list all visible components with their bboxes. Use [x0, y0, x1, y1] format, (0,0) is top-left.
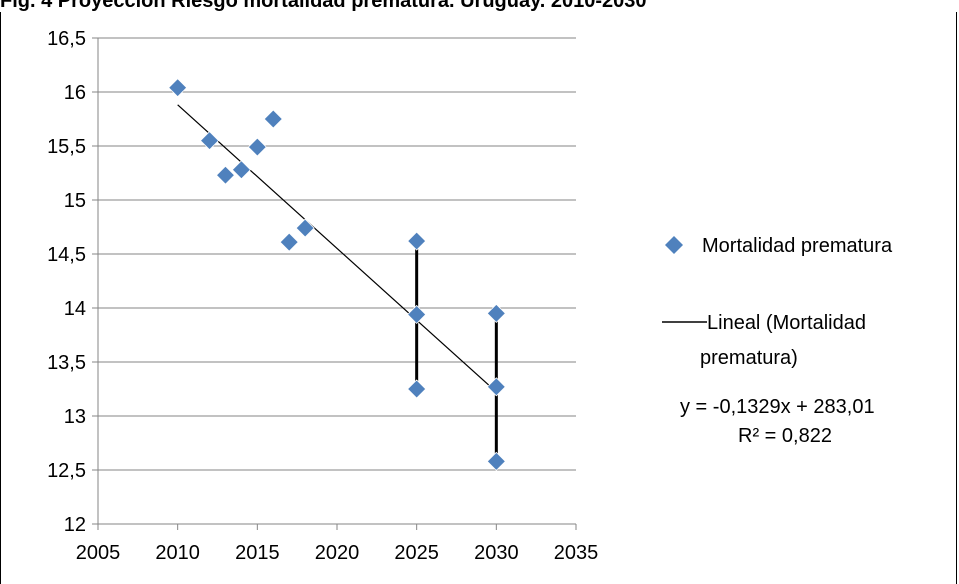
data-point-marker: [263, 109, 283, 129]
trendline-layer: [177, 104, 497, 393]
trendline: [177, 104, 497, 393]
y-tick-label: 12: [64, 514, 86, 536]
data-point-marker: [407, 304, 427, 325]
x-tick-label: 2020: [315, 542, 360, 564]
x-tick-label: 2010: [155, 542, 200, 564]
legend-marker-diamond: [665, 236, 683, 254]
axes: 12 12,5 13 13,5 14 14,5 15 15,5 16 16,5 2005 2010 20…: [47, 28, 598, 564]
data-point-marker: [215, 165, 236, 185]
grid: [98, 37, 576, 471]
legend-label-trend-line2: prematura): [700, 347, 798, 369]
data-point-marker: [407, 379, 427, 399]
y-tick-label: 13: [64, 406, 86, 428]
x-tick-label: 2025: [394, 542, 439, 564]
data-point-marker: [486, 377, 506, 397]
y-tick-label: 14,5: [47, 244, 86, 266]
x-tick-label: 2035: [554, 542, 599, 564]
data-point-marker: [231, 160, 251, 180]
x-tick-label: 2030: [474, 542, 519, 564]
data-point-marker: [279, 232, 299, 252]
y-tick-label: 14: [64, 298, 86, 320]
x-tick-label: 2005: [76, 542, 121, 564]
legend-label-series: Mortalidad prematura: [702, 235, 893, 257]
data-point-marker: [247, 137, 267, 157]
error-bars: [415, 241, 498, 462]
y-tick-label: 13,5: [47, 352, 86, 374]
data-point-marker: [199, 131, 220, 151]
data-point-marker: [168, 78, 188, 98]
data-point-marker: [486, 303, 506, 323]
chart-frame: [0, 12, 957, 584]
x-tick-label: 2015: [235, 542, 280, 564]
legend-label-trend-line1: Lineal (Mortalidad: [707, 312, 866, 334]
data-point-marker: [295, 218, 315, 238]
y-tick-label: 12,5: [47, 460, 86, 482]
legend: Mortalidad prematura Lineal (Mortalidad …: [662, 235, 893, 447]
data-point-marker: [486, 451, 506, 471]
page-title: Fig. 4 Proyección Riesgo mortalidad prem…: [0, 0, 647, 12]
trend-r2: R² = 0,822: [738, 425, 832, 447]
data-points: [168, 78, 506, 471]
y-tick-label: 16: [64, 82, 86, 104]
y-tick-label: 15,5: [47, 136, 86, 158]
y-tick-label: 15: [64, 190, 86, 212]
trend-equation: y = -0,1329x + 283,01: [680, 396, 875, 418]
data-point-marker: [407, 231, 427, 251]
y-tick-label: 16,5: [47, 28, 86, 50]
